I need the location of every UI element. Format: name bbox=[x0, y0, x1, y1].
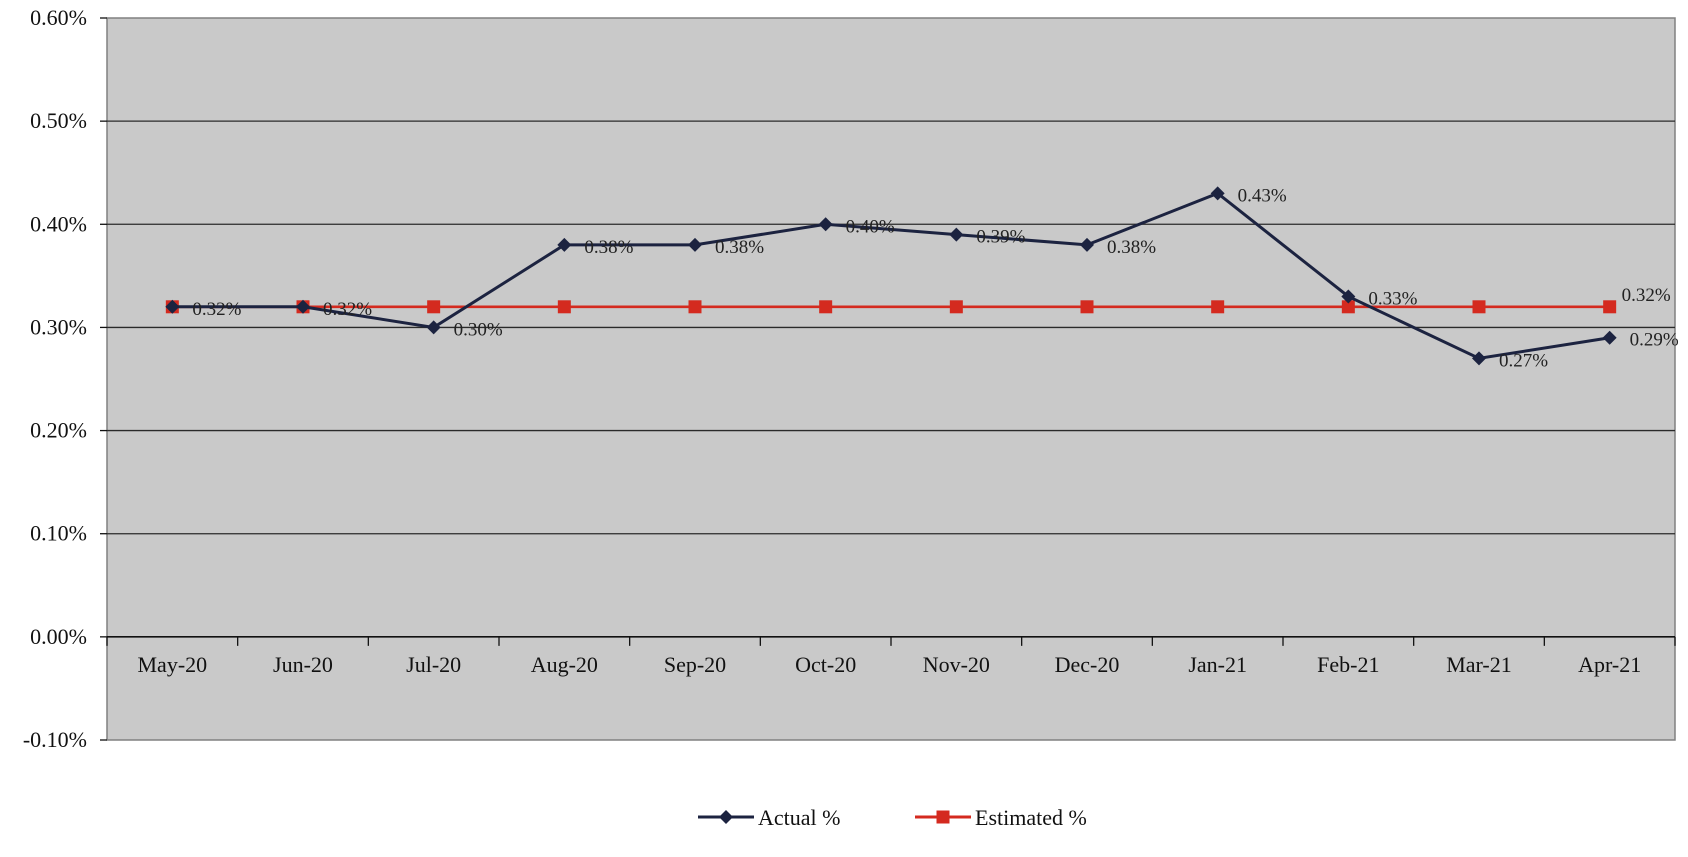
point-actual bbox=[949, 227, 964, 242]
y-tick-label: 0.00% bbox=[30, 624, 87, 649]
point-actual bbox=[296, 299, 310, 314]
point-estimated bbox=[557, 300, 571, 314]
legend: Actual % Estimated % bbox=[698, 805, 1087, 830]
x-tick-label: Dec-20 bbox=[1055, 652, 1120, 677]
y-tick-label: 0.50% bbox=[30, 108, 87, 133]
x-tick-label: Mar-21 bbox=[1446, 652, 1512, 677]
legend-label: Actual % bbox=[758, 805, 840, 830]
data-label: 0.39% bbox=[976, 227, 1025, 248]
point-estimated bbox=[1603, 300, 1617, 314]
data-label: 0.38% bbox=[1107, 237, 1156, 258]
point-actual bbox=[688, 237, 702, 252]
point-actual bbox=[1602, 330, 1617, 345]
data-label: 0.38% bbox=[715, 237, 764, 258]
x-tick-label: Feb-21 bbox=[1317, 652, 1379, 677]
x-tick-label: Jun-20 bbox=[273, 652, 333, 677]
x-tick-label: Nov-20 bbox=[923, 652, 990, 677]
data-label: 0.32% bbox=[323, 299, 372, 320]
point-actual bbox=[1472, 351, 1486, 366]
point-estimated bbox=[819, 300, 833, 314]
y-tick-label: 0.40% bbox=[30, 211, 87, 236]
point-actual bbox=[1210, 186, 1225, 201]
plot-area bbox=[106, 17, 1676, 741]
point-estimated bbox=[1472, 300, 1486, 314]
point-estimated bbox=[1211, 300, 1225, 314]
point-estimated bbox=[1341, 300, 1355, 314]
legend-label: Estimated % bbox=[975, 805, 1087, 830]
series-layer bbox=[165, 186, 1617, 366]
point-actual bbox=[1341, 289, 1356, 304]
data-label: 0.27% bbox=[1499, 350, 1548, 371]
x-tick-label: Jul-20 bbox=[406, 652, 461, 677]
point-actual bbox=[426, 320, 441, 335]
point-actual bbox=[818, 217, 833, 232]
point-estimated bbox=[688, 300, 702, 314]
legend-marker bbox=[719, 810, 733, 824]
data-label: 0.29% bbox=[1630, 330, 1679, 351]
y-tick-label: 0.20% bbox=[30, 418, 87, 443]
x-tick-label: May-20 bbox=[138, 652, 208, 677]
point-actual bbox=[557, 237, 572, 252]
plot-background bbox=[106, 17, 1676, 741]
data-label: 0.33% bbox=[1368, 288, 1417, 309]
x-tick-label: Jan-21 bbox=[1188, 652, 1247, 677]
x-tick-label: Aug-20 bbox=[531, 652, 598, 677]
axes: 0.60% 0.50% 0.40% 0.30% 0.20% 0.10% 0.00% -0.10… bbox=[23, 5, 1676, 752]
data-label: 0.40% bbox=[846, 216, 895, 237]
data-labels: 0.32% 0.32% 0.30% 0.38% 0.38% 0.40% 0.39% 0.38%… bbox=[192, 185, 1679, 371]
point-estimated bbox=[427, 300, 441, 314]
point-actual bbox=[1080, 237, 1094, 252]
y-tick-label: -0.10% bbox=[23, 727, 87, 752]
y-tick-label: 0.30% bbox=[30, 314, 87, 339]
data-label: 0.38% bbox=[584, 237, 633, 258]
data-label: 0.30% bbox=[454, 319, 503, 340]
point-estimated bbox=[949, 300, 963, 314]
x-tick-label: Sep-20 bbox=[664, 652, 726, 677]
point-estimated bbox=[1080, 300, 1094, 314]
point-actual bbox=[165, 299, 180, 314]
y-tick-label: 0.10% bbox=[30, 521, 87, 546]
series-line-actual bbox=[172, 191, 1610, 360]
legend-marker bbox=[936, 810, 950, 824]
data-label: 0.32% bbox=[1622, 285, 1671, 306]
data-label: 0.43% bbox=[1238, 185, 1287, 206]
x-tick-label: Apr-21 bbox=[1578, 652, 1641, 677]
x-tick-label: Oct-20 bbox=[795, 652, 856, 677]
y-tick-label: 0.60% bbox=[30, 5, 87, 30]
data-label: 0.32% bbox=[192, 299, 241, 320]
